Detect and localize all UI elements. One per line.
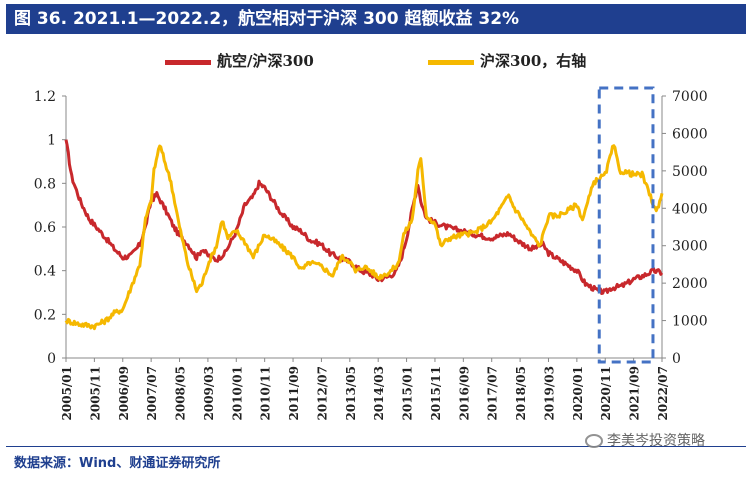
x-tick-label: 2012/07 [315, 366, 329, 420]
x-tick-label: 2016/09 [457, 366, 471, 420]
x-tick-label: 2007/07 [145, 366, 159, 420]
legend-item-hs300: 沪深300，右轴 [428, 50, 586, 70]
footer-divider [6, 446, 746, 447]
x-tick-label: 2008/05 [174, 366, 188, 420]
watermark: 李美岑投资策略 [585, 430, 705, 450]
x-tick-label: 2013/05 [344, 366, 358, 420]
x-tick-label: 2019/03 [542, 366, 556, 420]
left-tick-label: 0 [47, 351, 56, 367]
x-tick-label: 2015/01 [401, 366, 415, 420]
highlight-box [597, 86, 655, 364]
x-tick-label: 2006/09 [117, 366, 131, 420]
legend-label-hs300: 沪深300，右轴 [480, 52, 587, 70]
x-tick-label: 2021/09 [628, 366, 642, 420]
right-tick-label: 6000 [672, 126, 708, 142]
legend-swatch-gold [428, 59, 474, 65]
left-tick-label: 1 [47, 133, 56, 149]
x-tick-label: 2010/01 [230, 366, 244, 420]
x-tick-label: 2018/05 [514, 366, 528, 420]
x-tick-label: 2005/01 [60, 366, 74, 420]
wechat-icon [585, 434, 603, 448]
x-tick-label: 2014/03 [372, 366, 386, 420]
watermark-text: 李美岑投资策略 [607, 433, 705, 449]
right-tick-label: 5000 [672, 164, 708, 180]
x-tick-label: 2010/11 [259, 366, 273, 420]
source-note: 数据来源：Wind、财通证券研究所 [14, 456, 221, 471]
series-line-hs300 [64, 144, 664, 331]
x-tick-label: 2020/11 [599, 366, 613, 420]
x-tick-label: 2020/01 [571, 366, 585, 420]
line-chart: 0 0.2 0.4 0.6 0.8 1 1.2 0 1000 2000 3000 4000 5000 60… [34, 86, 708, 420]
legend-label-airline-ratio: 航空/沪深300 [217, 52, 314, 70]
x-tick-label: 2011/09 [287, 366, 301, 420]
x-tick-label: 2017/07 [486, 366, 500, 420]
right-tick-label: 1000 [672, 314, 708, 330]
left-tick-label: 0.6 [34, 220, 56, 236]
right-tick-label: 7000 [672, 89, 708, 105]
right-tick-label: 3000 [672, 239, 708, 255]
x-tick-label: 2005/11 [88, 366, 102, 420]
left-tick-label: 0.8 [34, 176, 56, 192]
left-tick-label: 0.4 [34, 264, 56, 280]
x-tick-label: 2022/07 [656, 366, 670, 420]
legend-item-airline-ratio: 航空/沪深300 [165, 50, 314, 70]
left-tick-label: 1.2 [34, 89, 56, 105]
left-tick-label: 0.2 [34, 307, 56, 323]
figure-title: 图 36. 2021.1—2022.2，航空相对于沪深 300 超额收益 32% [6, 4, 746, 34]
right-tick-label: 2000 [672, 276, 708, 292]
x-tick-label: 2015/11 [429, 366, 443, 420]
x-tick-label: 2009/03 [202, 366, 216, 420]
right-tick-label: 0 [672, 351, 681, 367]
legend-swatch-red [165, 59, 211, 65]
series-line-airline-ratio [64, 139, 664, 295]
right-tick-label: 4000 [672, 201, 708, 217]
